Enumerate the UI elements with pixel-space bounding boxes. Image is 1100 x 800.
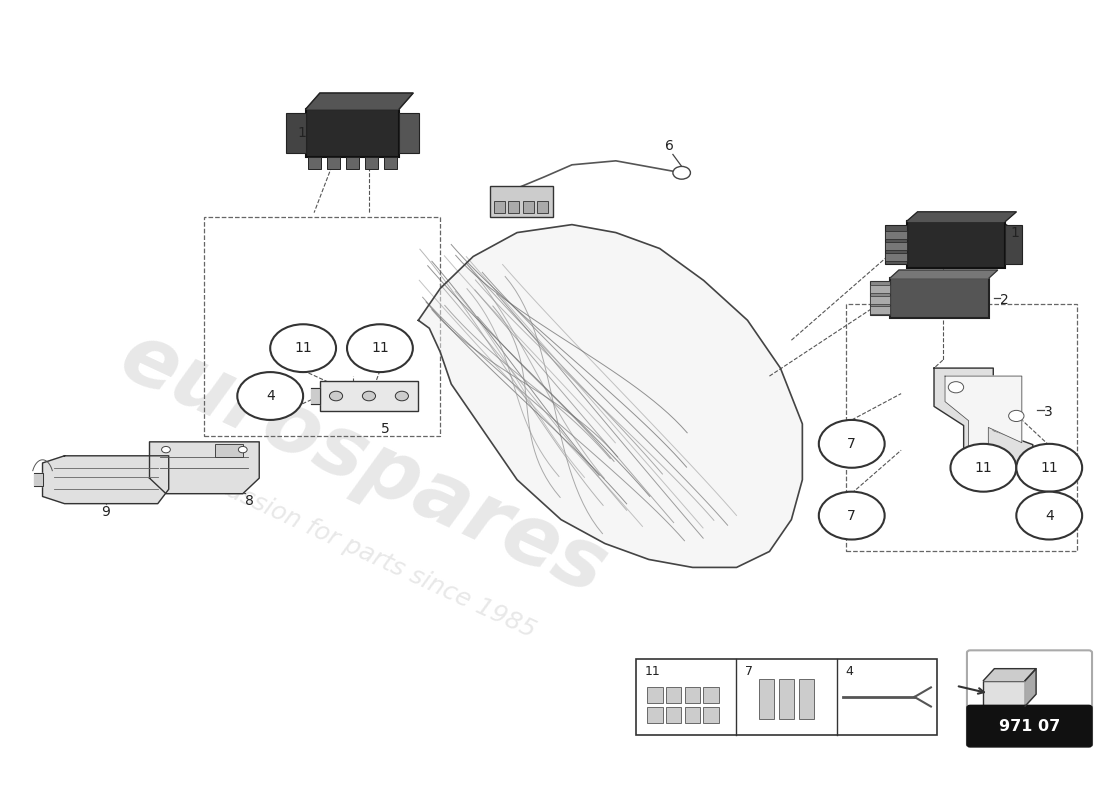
Polygon shape xyxy=(890,270,998,278)
Circle shape xyxy=(818,492,884,539)
Circle shape xyxy=(395,391,408,401)
Bar xyxy=(636,659,937,735)
Circle shape xyxy=(1016,492,1082,539)
Circle shape xyxy=(330,391,342,401)
Text: 4: 4 xyxy=(1045,509,1054,522)
Bar xyxy=(384,157,397,169)
Text: 11: 11 xyxy=(295,341,312,355)
Text: 971 07: 971 07 xyxy=(999,718,1060,734)
Circle shape xyxy=(238,372,304,420)
FancyBboxPatch shape xyxy=(967,650,1092,746)
Text: 1: 1 xyxy=(297,126,307,140)
Text: 4: 4 xyxy=(846,666,854,678)
Bar xyxy=(703,687,718,703)
Bar xyxy=(884,231,906,239)
Bar xyxy=(320,381,418,411)
Circle shape xyxy=(1016,444,1082,492)
Bar xyxy=(508,202,519,214)
Circle shape xyxy=(950,444,1016,492)
Bar xyxy=(779,679,794,719)
Text: 5: 5 xyxy=(381,422,389,435)
Polygon shape xyxy=(311,388,320,404)
Bar xyxy=(205,217,440,436)
Bar xyxy=(308,157,321,169)
Bar xyxy=(648,687,663,703)
Bar xyxy=(399,113,419,153)
Text: 7: 7 xyxy=(745,666,752,678)
Bar xyxy=(494,202,505,214)
Bar xyxy=(667,687,682,703)
Bar xyxy=(667,707,682,723)
Text: 1: 1 xyxy=(1011,226,1020,239)
Circle shape xyxy=(948,382,964,393)
Bar xyxy=(522,202,534,214)
Text: 8: 8 xyxy=(245,494,254,508)
Bar xyxy=(884,254,906,262)
Bar xyxy=(983,681,1025,706)
Circle shape xyxy=(239,446,248,453)
Text: 11: 11 xyxy=(645,666,660,678)
Bar xyxy=(759,679,774,719)
Bar xyxy=(703,707,718,723)
Bar xyxy=(327,157,340,169)
Polygon shape xyxy=(34,474,43,486)
Bar xyxy=(216,445,243,458)
Circle shape xyxy=(162,446,170,453)
Text: 7: 7 xyxy=(847,437,856,451)
Bar xyxy=(1005,226,1022,264)
Bar xyxy=(345,157,359,169)
Circle shape xyxy=(271,324,336,372)
Circle shape xyxy=(673,166,691,179)
Bar xyxy=(286,113,306,153)
Bar xyxy=(870,282,890,314)
Bar xyxy=(870,306,890,314)
Bar xyxy=(884,226,906,264)
Text: 11: 11 xyxy=(371,341,388,355)
FancyBboxPatch shape xyxy=(967,706,1092,746)
Circle shape xyxy=(362,391,375,401)
Polygon shape xyxy=(418,225,802,567)
Text: 4: 4 xyxy=(266,389,275,403)
Text: 3: 3 xyxy=(1044,405,1053,419)
Circle shape xyxy=(971,446,986,458)
Text: 2: 2 xyxy=(1000,293,1009,306)
Bar xyxy=(846,304,1077,551)
Text: 6: 6 xyxy=(666,139,674,153)
Bar xyxy=(890,278,989,318)
Circle shape xyxy=(346,324,412,372)
Bar xyxy=(537,202,548,214)
Bar xyxy=(906,222,1005,268)
Circle shape xyxy=(818,420,884,468)
Text: eurospares: eurospares xyxy=(108,316,619,612)
Polygon shape xyxy=(906,212,1016,222)
Text: a passion for parts since 1985: a passion for parts since 1985 xyxy=(187,461,540,642)
Text: 9: 9 xyxy=(101,506,110,519)
Bar xyxy=(685,707,700,723)
Text: 11: 11 xyxy=(1041,461,1058,474)
Polygon shape xyxy=(1025,669,1036,706)
Polygon shape xyxy=(150,442,260,494)
Bar xyxy=(685,687,700,703)
Text: 11: 11 xyxy=(975,461,992,474)
Bar xyxy=(870,286,890,293)
Polygon shape xyxy=(306,93,414,109)
Circle shape xyxy=(1009,410,1024,422)
Bar xyxy=(884,242,906,250)
Polygon shape xyxy=(934,368,1033,464)
Text: 7: 7 xyxy=(847,509,856,522)
Polygon shape xyxy=(983,669,1036,681)
Bar xyxy=(365,157,378,169)
Bar xyxy=(490,186,553,217)
Bar xyxy=(870,295,890,303)
Bar xyxy=(648,707,663,723)
Polygon shape xyxy=(945,376,1022,456)
Polygon shape xyxy=(43,456,168,504)
Bar xyxy=(306,109,399,157)
Bar xyxy=(799,679,814,719)
